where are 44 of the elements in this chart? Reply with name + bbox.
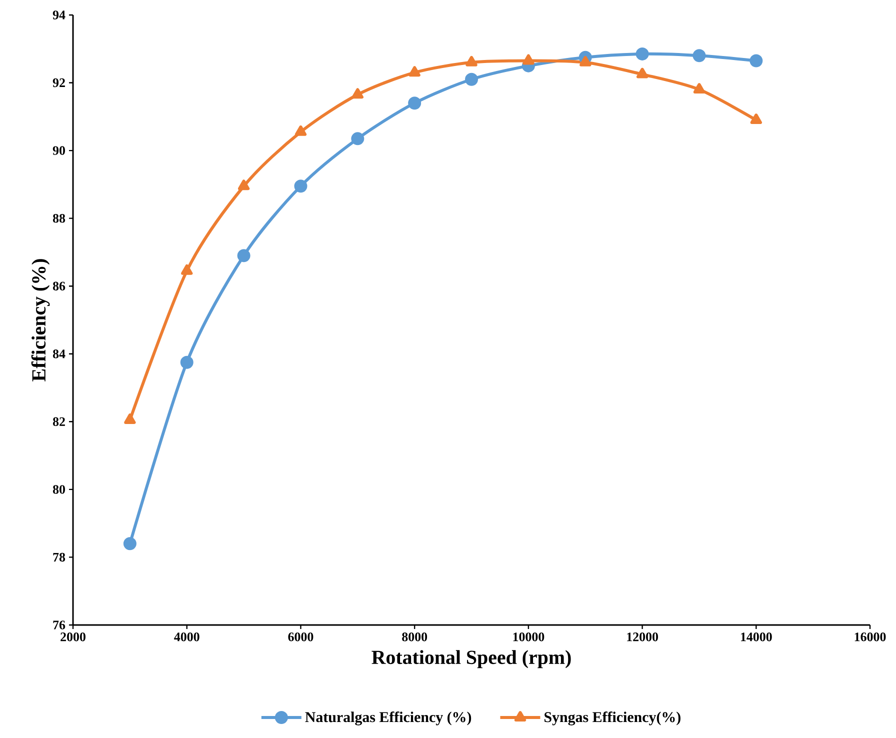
- point: [294, 125, 307, 136]
- legend-label: Naturalgas Efficiency (%): [305, 712, 472, 726]
- x-axis-title: Rotational Speed (rpm): [372, 650, 571, 668]
- point: [750, 54, 763, 68]
- point: [466, 56, 478, 66]
- x-tick-label: 16000: [854, 632, 886, 642]
- y-tick-label: 94: [52, 10, 66, 20]
- y-tick-label: 82: [52, 417, 65, 426]
- y-tick-label: 80: [52, 485, 65, 494]
- point: [522, 54, 534, 65]
- point: [636, 47, 649, 60]
- y-tick-label: 78: [53, 552, 66, 562]
- y-tick-label: 88: [52, 214, 66, 223]
- point: [181, 264, 193, 275]
- x-tick-label: 10000: [513, 632, 544, 642]
- y-tick-label: 90: [52, 146, 65, 155]
- point: [408, 66, 420, 77]
- point: [237, 249, 250, 262]
- point: [750, 114, 762, 124]
- y-tick-label: 86: [52, 282, 66, 290]
- point: [465, 72, 478, 86]
- point: [692, 49, 706, 62]
- point: [352, 88, 364, 99]
- legend-label: Syngas Efficiency(%): [544, 712, 680, 726]
- x-tick-label: 6000: [288, 632, 314, 642]
- x-tick-label: 4000: [174, 632, 200, 642]
- point: [636, 68, 648, 78]
- point: [294, 180, 308, 193]
- point: [123, 537, 136, 550]
- point: [408, 96, 422, 110]
- x-tick-label: 12000: [627, 632, 658, 642]
- point: [124, 413, 136, 424]
- point: [180, 356, 194, 369]
- y-tick-label: 76: [53, 620, 66, 630]
- x-tick-label: 14000: [740, 632, 772, 642]
- point: [580, 56, 592, 66]
- point: [693, 83, 706, 94]
- y-tick-label: 92: [52, 78, 65, 88]
- x-tick-label: 2000: [60, 632, 86, 642]
- point: [238, 180, 250, 190]
- point: [351, 132, 364, 146]
- y-axis-title: Efficiency (%): [31, 259, 50, 382]
- y-tick-label: 84: [52, 350, 66, 358]
- x-tick-label: 8000: [402, 632, 428, 642]
